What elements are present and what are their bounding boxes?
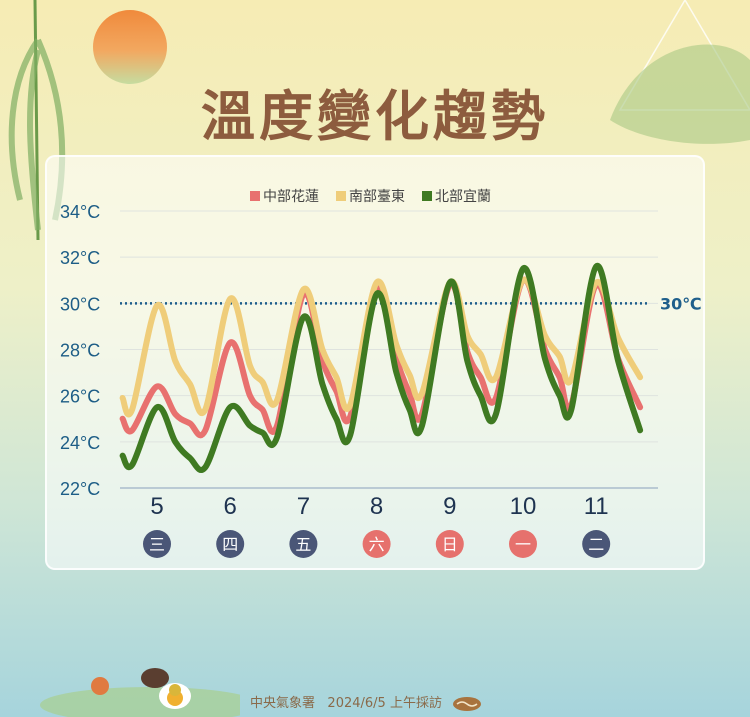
y-tick-label: 30°C <box>60 294 100 314</box>
reference-line-label: 30℃ <box>660 294 702 313</box>
weekday-badge <box>143 530 171 558</box>
x-tick-label: 7 <box>297 493 310 520</box>
x-tick-label: 10 <box>510 493 537 520</box>
weekday-label: 三 <box>149 535 165 554</box>
footer: 中央氣象署 2024/6/5 上午採訪 <box>250 692 482 712</box>
weekday-badge <box>435 530 464 558</box>
x-tick-label: 5 <box>150 493 163 520</box>
legend-label: 中部花蓮 <box>263 189 319 205</box>
cwa-logo-icon <box>453 696 482 711</box>
page-title: 溫度變化趨勢 <box>201 85 549 148</box>
legend-swatch <box>250 191 260 201</box>
legend-swatch <box>336 191 346 201</box>
food-illustration <box>40 668 240 717</box>
weekday-label: 六 <box>369 535 385 554</box>
legend-label: 北部宜蘭 <box>435 189 491 205</box>
weekday-badge <box>582 530 611 558</box>
weekday-badge <box>216 530 245 558</box>
x-tick-label: 9 <box>443 493 456 520</box>
zongzi-illustration <box>610 0 750 144</box>
weekday-label: 日 <box>442 535 458 554</box>
x-tick-label: 6 <box>224 493 237 520</box>
y-tick-label: 28°C <box>60 341 100 361</box>
y-tick-label: 26°C <box>60 387 100 407</box>
weekday-label: 二 <box>588 535 604 554</box>
series-line-3 <box>119 263 644 473</box>
herb-bundle-illustration <box>8 0 66 240</box>
weekday-label: 四 <box>222 535 238 554</box>
weekday-badge <box>289 530 318 558</box>
weekday-badge <box>362 530 391 558</box>
y-tick-label: 22°C <box>60 479 100 499</box>
weekday-badge <box>509 530 537 558</box>
legend-label: 南部臺東 <box>349 189 405 205</box>
footer-source: 中央氣象署 <box>250 696 316 711</box>
sun-illustration <box>93 10 167 84</box>
chart-panel <box>45 155 705 570</box>
x-tick-label: 8 <box>370 493 383 520</box>
weekday-label: 五 <box>295 535 311 554</box>
series-line-2 <box>119 276 644 418</box>
legend-swatch <box>422 191 432 201</box>
y-tick-label: 34°C <box>60 202 100 222</box>
weekday-label: 一 <box>515 535 531 554</box>
footer-note: 上午採訪 <box>389 696 442 711</box>
y-tick-label: 32°C <box>60 248 100 268</box>
x-tick-label: 11 <box>584 493 609 520</box>
y-tick-label: 24°C <box>60 433 100 453</box>
footer-date: 2024/6/5 <box>327 696 386 711</box>
